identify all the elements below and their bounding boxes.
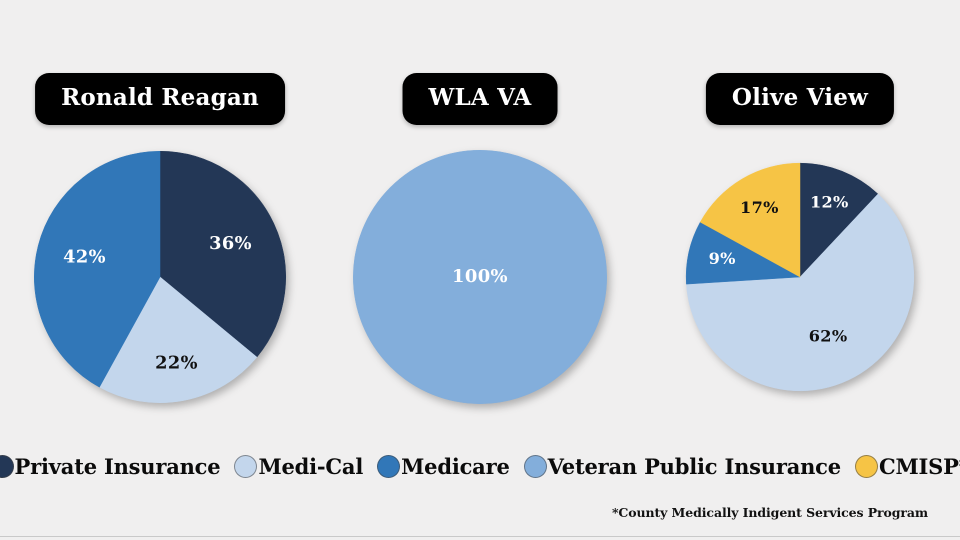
legend-item: Veteran Public Insurance — [523, 453, 842, 479]
pie-slice — [686, 193, 914, 392]
chart-title-ronald-reagan: Ronald Reagan — [35, 73, 285, 125]
legend-item-label: CMISP* — [878, 453, 960, 479]
legend-swatch-icon — [234, 454, 258, 478]
pie-slice-label: 36% — [209, 233, 252, 254]
legend-swatch-icon — [377, 454, 401, 478]
pie-slice-label: 9% — [709, 249, 736, 268]
legend-item-label: Medicare — [401, 453, 510, 479]
pie-slice-label: 22% — [155, 353, 198, 374]
pie-slice-label: 17% — [740, 198, 779, 217]
pie-slice-label: 12% — [810, 193, 849, 212]
pie-slice-label: 62% — [809, 326, 848, 345]
pie-slice — [353, 150, 607, 404]
pie-svg-olive-view: 12% 62% 9% 17% — [685, 162, 914, 392]
pie-slice — [99, 276, 258, 403]
chart-panel-ronald-reagan: Ronald Reagan 36% 22% 42% — [0, 0, 320, 440]
legend-swatch-icon — [0, 454, 14, 478]
pie-slice — [699, 162, 801, 278]
bottom-divider — [0, 536, 960, 537]
pie-slice — [799, 162, 879, 278]
legend-swatch-icon — [854, 454, 878, 478]
chart-panel-wla-va: WLA VA 100% — [320, 0, 640, 440]
pie-slice-label: 100% — [452, 266, 508, 287]
pie-svg-wla-va: 100% — [353, 150, 607, 404]
legend-item: CMISP* — [854, 453, 960, 479]
legend-item: Medicare — [377, 453, 510, 479]
legend-item: Private Insurance — [0, 453, 221, 479]
chart-panel-olive-view: Olive View 12% 62% 9% 17% — [640, 0, 960, 440]
pie-slice — [34, 151, 161, 388]
legend-item: Medi-Cal — [234, 453, 364, 479]
legend-item-label: Private Insurance — [14, 453, 221, 479]
legend-swatch-icon — [523, 454, 547, 478]
pie-chart-wla-va: 100% — [352, 149, 608, 405]
legend-item-label: Veteran Public Insurance — [547, 453, 842, 479]
legend-item-label: Medi-Cal — [258, 453, 364, 479]
pie-svg-ronald-reagan: 36% 22% 42% — [34, 151, 286, 403]
pie-slice — [159, 151, 286, 358]
pie-chart-ronald-reagan: 36% 22% 42% — [33, 150, 287, 404]
chart-legend: Private Insurance Medi-Cal Medicare Veteran… — [0, 445, 960, 487]
pie-slice-label: 42% — [63, 247, 106, 268]
footnote-cmisp: *County Medically Indigent Services Prog… — [611, 505, 928, 520]
chart-title-olive-view: Olive View — [705, 73, 895, 125]
pie-chart-olive-view: 12% 62% 9% 17% — [685, 162, 915, 392]
chart-title-wla-va: WLA VA — [402, 73, 558, 125]
